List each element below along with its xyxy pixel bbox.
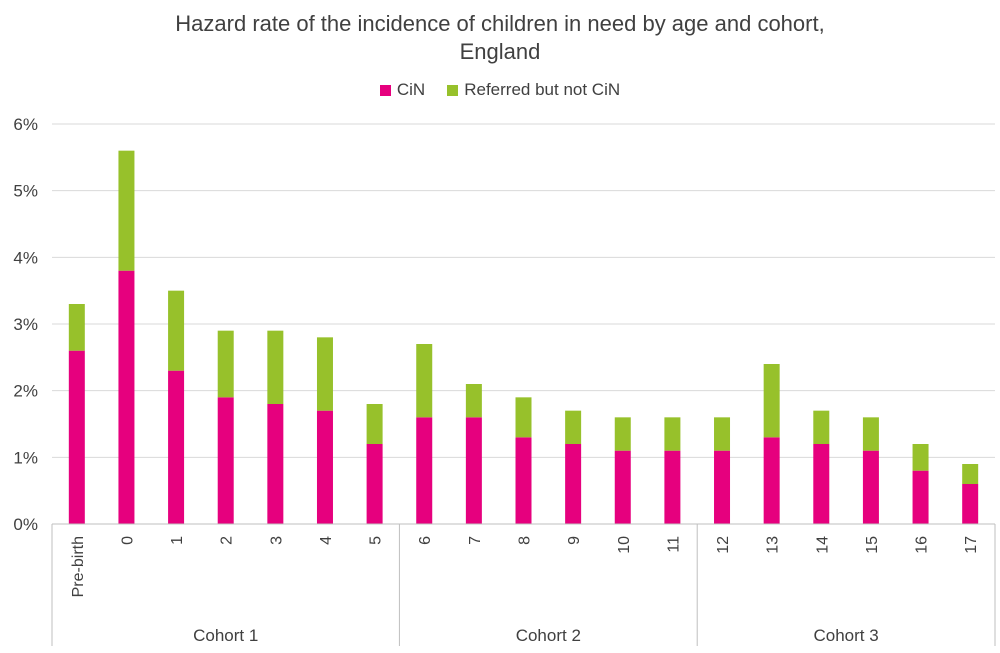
x-tick-label: 12 [715, 536, 732, 554]
x-tick-label: 1 [169, 536, 186, 545]
x-tick-label: 6 [417, 536, 434, 545]
bar-segment-cin [316, 410, 333, 524]
bar-segment-referred [465, 384, 482, 418]
bar-segment-cin [565, 444, 582, 524]
y-tick-label: 3% [13, 315, 38, 334]
x-tick-label: 16 [914, 536, 931, 554]
chart-title-line-1: Hazard rate of the incidence of children… [175, 11, 825, 36]
bar-segment-referred [515, 397, 532, 438]
group-label: Cohort 1 [193, 626, 258, 645]
legend-label-cin: CiN [396, 80, 426, 99]
bar-segment-referred [366, 404, 383, 444]
bar-segment-cin [763, 437, 780, 524]
group-label: Cohort 3 [814, 626, 879, 645]
y-tick-label: 2% [13, 382, 38, 401]
x-tick-label: 2 [219, 536, 236, 545]
x-tick-label: 7 [467, 536, 484, 545]
x-tick-label: 15 [864, 536, 881, 554]
y-tick-label: 0% [13, 515, 38, 534]
x-tick-label: 5 [368, 536, 385, 545]
chart-title: Hazard rate of the incidence of children… [0, 10, 1000, 66]
bar-segment-cin [118, 270, 135, 524]
bar-segment-referred [813, 410, 830, 444]
bar-segment-referred [565, 410, 582, 444]
bar-segment-referred [763, 364, 780, 438]
bar-segment-referred [217, 330, 234, 398]
legend-swatch-cin [379, 84, 391, 96]
x-tick-label: 9 [566, 536, 583, 545]
bar-segment-referred [118, 150, 135, 271]
x-tick-label: 3 [268, 536, 285, 545]
bar-segment-referred [267, 330, 284, 404]
chart-legend: CiN Referred but not CiN [0, 80, 1000, 100]
chart-title-line-2: England [459, 39, 541, 64]
bar-segment-cin [515, 437, 532, 524]
bar-segment-cin [664, 450, 681, 524]
bar-segment-referred [316, 337, 333, 411]
x-tick-label: 0 [119, 536, 136, 545]
bar-segment-cin [862, 450, 879, 524]
x-tick-label: 17 [963, 536, 980, 554]
x-tick-label: 4 [318, 536, 335, 545]
x-tick-label: 10 [616, 536, 633, 554]
bar-segment-cin [416, 417, 433, 524]
x-tick-label: 8 [517, 536, 534, 545]
bar-segment-cin [217, 397, 234, 524]
bar-segment-referred [68, 304, 85, 351]
legend-item-cin: CiN [379, 80, 426, 100]
bar-segment-referred [862, 417, 879, 451]
x-tick-label: 14 [814, 536, 831, 554]
bar-segment-cin [813, 444, 830, 524]
bar-segment-cin [714, 450, 731, 524]
bar-segment-referred [664, 417, 681, 451]
legend-swatch-referred [447, 84, 459, 96]
y-tick-label: 4% [13, 248, 38, 267]
bar-segment-cin [68, 350, 85, 524]
bar-segment-referred [416, 344, 433, 418]
bar-segment-cin [168, 370, 185, 524]
bar-segment-cin [366, 444, 383, 524]
y-tick-label: 5% [13, 182, 38, 201]
legend-label-referred: Referred but not CiN [464, 80, 621, 99]
bar-segment-referred [614, 417, 631, 451]
legend-item-referred: Referred but not CiN [447, 80, 620, 100]
x-tick-label: 13 [765, 536, 782, 554]
bar-segment-cin [962, 484, 979, 524]
bar-segment-cin [614, 450, 631, 524]
y-tick-label: 1% [13, 448, 38, 467]
bar-segment-referred [168, 290, 185, 371]
y-tick-label: 6% [13, 115, 38, 134]
bar-segment-referred [912, 444, 929, 471]
bar-segment-cin [465, 417, 482, 524]
group-label: Cohort 2 [516, 626, 581, 645]
x-tick-label: Pre-birth [70, 536, 87, 597]
bar-segment-cin [912, 470, 929, 524]
x-tick-label: 11 [665, 536, 682, 553]
bar-segment-cin [267, 404, 284, 524]
bar-segment-referred [714, 417, 731, 451]
bar-segment-referred [962, 464, 979, 484]
